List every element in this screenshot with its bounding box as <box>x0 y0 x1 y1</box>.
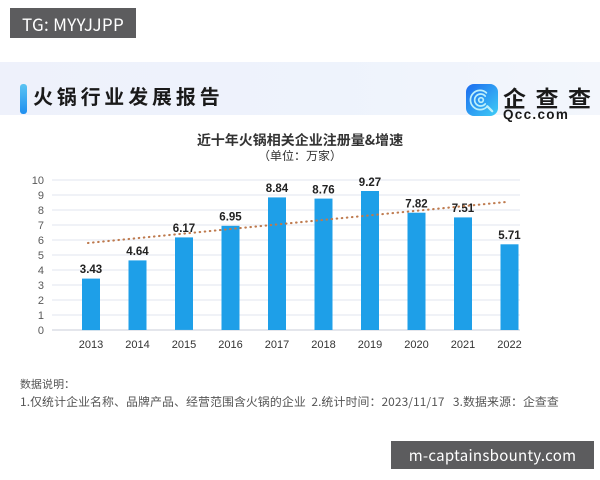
svg-text:6: 6 <box>38 235 44 247</box>
svg-text:2016: 2016 <box>218 339 242 351</box>
svg-text:3.43: 3.43 <box>80 264 102 276</box>
svg-text:3: 3 <box>38 280 44 292</box>
svg-text:5: 5 <box>38 250 44 262</box>
svg-text:2020: 2020 <box>404 339 428 351</box>
svg-text:7.51: 7.51 <box>452 203 475 215</box>
svg-text:2022: 2022 <box>497 339 521 351</box>
svg-text:8.76: 8.76 <box>312 185 334 197</box>
svg-text:8: 8 <box>38 205 44 217</box>
svg-text:2017: 2017 <box>265 339 289 351</box>
svg-text:2: 2 <box>38 295 44 307</box>
svg-text:2015: 2015 <box>172 339 196 351</box>
svg-text:2018: 2018 <box>311 339 335 351</box>
svg-text:4.64: 4.64 <box>126 246 149 258</box>
svg-text:2014: 2014 <box>125 339 149 351</box>
svg-text:8.84: 8.84 <box>266 183 289 195</box>
svg-text:7.82: 7.82 <box>405 199 427 211</box>
svg-text:2021: 2021 <box>451 339 475 351</box>
svg-text:2013: 2013 <box>79 339 103 351</box>
svg-text:4: 4 <box>38 265 44 277</box>
svg-text:9.27: 9.27 <box>359 177 381 189</box>
svg-text:2019: 2019 <box>358 339 382 351</box>
svg-text:9: 9 <box>38 190 44 202</box>
svg-text:10: 10 <box>32 175 44 187</box>
svg-text:5.71: 5.71 <box>498 230 521 242</box>
svg-text:0: 0 <box>38 325 44 337</box>
svg-text:7: 7 <box>38 220 44 232</box>
svg-text:1: 1 <box>38 310 44 322</box>
svg-text:6.95: 6.95 <box>219 212 242 224</box>
